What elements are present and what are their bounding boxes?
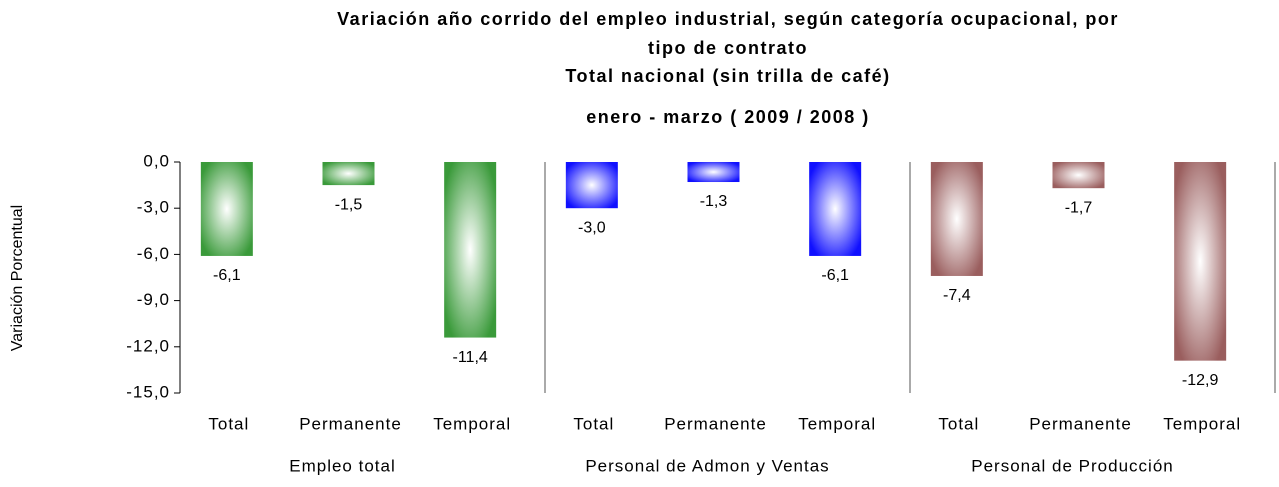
y-tick-label: -6,0 xyxy=(137,244,170,263)
x-tick-label: Permanente xyxy=(1029,414,1132,433)
bar xyxy=(930,162,983,276)
chart-title: Total nacional (sin trilla de café) xyxy=(565,66,890,86)
x-tick-label: Temporal xyxy=(798,414,876,433)
x-tick-label: Permanente xyxy=(664,414,767,433)
bar xyxy=(1052,162,1105,189)
chart-title: enero - marzo ( 2009 / 2008 ) xyxy=(586,107,870,127)
group-label: Empleo total xyxy=(289,456,396,475)
x-tick-label: Total xyxy=(938,414,979,433)
x-tick-label: Permanente xyxy=(299,414,402,433)
bar xyxy=(809,162,862,256)
group-label: Personal de Admon y Ventas xyxy=(585,456,829,475)
value-label: -12,9 xyxy=(1182,372,1219,389)
y-tick-label: -15,0 xyxy=(126,382,170,401)
y-tick-label: -9,0 xyxy=(137,290,170,309)
bar xyxy=(565,162,618,209)
x-tick-label: Total xyxy=(208,414,249,433)
x-tick-label: Temporal xyxy=(1163,414,1241,433)
y-tick-label: -3,0 xyxy=(137,198,170,217)
y-tick-label: 0,0 xyxy=(143,151,170,170)
value-label: -6,1 xyxy=(821,267,849,284)
value-label: -7,4 xyxy=(943,287,971,304)
value-label: -1,5 xyxy=(335,196,363,213)
value-label: -1,3 xyxy=(700,193,728,210)
value-label: -3,0 xyxy=(578,219,606,236)
chart-title: tipo de contrato xyxy=(648,38,808,58)
bar xyxy=(322,162,375,186)
bar xyxy=(444,162,497,338)
bar xyxy=(200,162,253,256)
y-tick-label: -12,0 xyxy=(126,336,170,355)
group-label: Personal de Producción xyxy=(971,456,1174,475)
bar xyxy=(1174,162,1227,361)
value-label: -11,4 xyxy=(453,349,488,366)
value-label: -1,7 xyxy=(1065,199,1093,216)
y-axis-label: Variación Porcentual xyxy=(9,205,26,351)
value-label: -6,1 xyxy=(213,267,241,284)
x-tick-label: Temporal xyxy=(433,414,511,433)
bar xyxy=(687,162,740,183)
x-tick-label: Total xyxy=(573,414,614,433)
chart-title: Variación año corrido del empleo industr… xyxy=(337,9,1119,29)
